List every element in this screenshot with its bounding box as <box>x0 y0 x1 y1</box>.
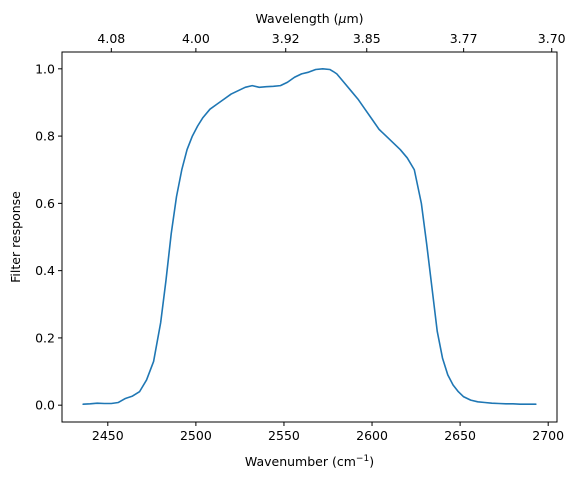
x-tick-label: 2700 <box>532 428 564 443</box>
y-tick-label: 0.2 <box>35 330 55 345</box>
x-axis-label: Wavenumber (cm−1) <box>245 454 374 469</box>
x-tick-label: 2650 <box>444 428 476 443</box>
x-tick-label: 2450 <box>92 428 124 443</box>
top-x-axis-label: Wavelength (μm) <box>255 11 363 26</box>
plot-frame <box>61 51 558 423</box>
y-tick-label: 0.6 <box>35 196 55 211</box>
y-tick-label: 0.8 <box>35 129 55 144</box>
ticks-layer: 2450 2500 2550 2600 2650 2700 0.0 0.2 0.4 0.6 0.8 1… <box>35 31 566 443</box>
top-tick-label: 3.70 <box>538 31 566 46</box>
filter-response-line <box>82 68 537 405</box>
top-tick-label: 4.00 <box>182 31 210 46</box>
y-tick-label: 1.0 <box>35 61 55 76</box>
top-tick-label: 3.77 <box>450 31 478 46</box>
y-axis-label: Filter response <box>8 191 23 283</box>
top-tick-label: 3.92 <box>272 31 300 46</box>
x-tick-label: 2600 <box>356 428 388 443</box>
x-tick-label: 2550 <box>268 428 300 443</box>
top-tick-label: 4.08 <box>97 31 125 46</box>
top-tick-label: 3.85 <box>353 31 381 46</box>
y-tick-label: 0.0 <box>35 398 55 413</box>
x-tick-label: 2500 <box>180 428 212 443</box>
y-tick-label: 0.4 <box>35 263 55 278</box>
